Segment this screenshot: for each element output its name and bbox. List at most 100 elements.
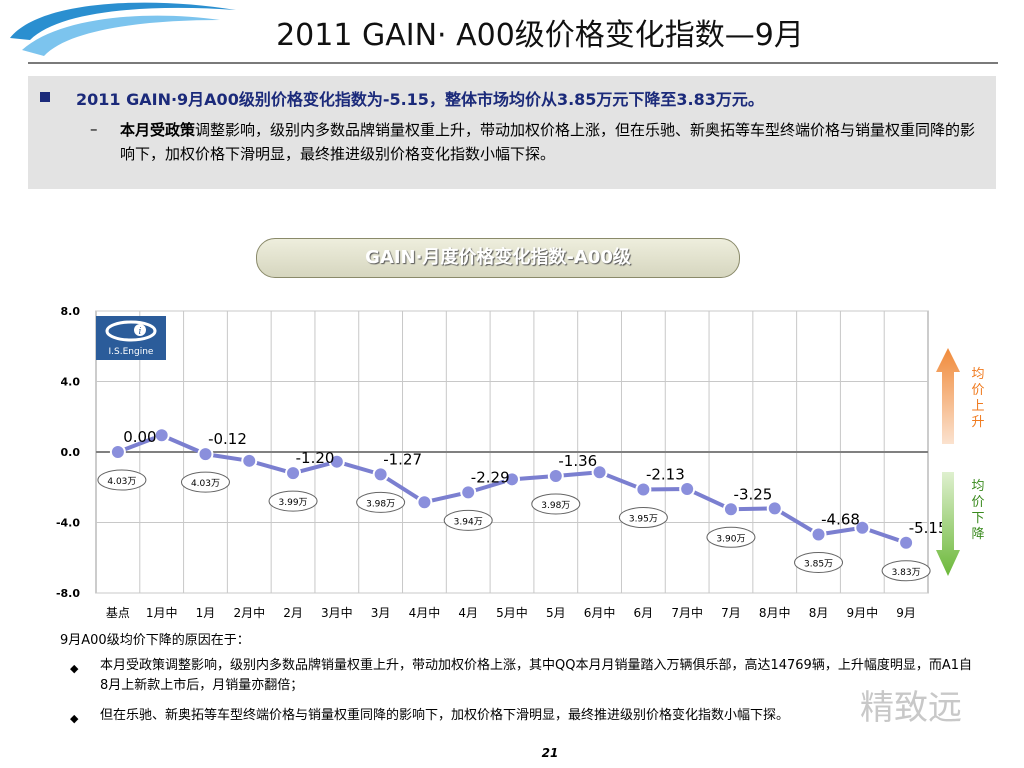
price-bubble <box>706 526 756 548</box>
summary-detail-rest: 调整影响，级别内多数品牌销量权重上升，带动加权价格上涨，但在乐驰、新奥拓等车型终… <box>120 121 976 163</box>
up-arrow-icon <box>936 348 960 444</box>
down-arrow-icon <box>936 472 960 576</box>
price-label: 3.99万 <box>279 498 308 508</box>
data-point <box>547 467 564 484</box>
data-label: -0.12 <box>208 430 247 448</box>
data-point <box>328 453 345 470</box>
page-title: 2011 GAIN· A00级价格变化指数—9月 <box>276 18 804 53</box>
data-label: -4.68 <box>821 510 860 528</box>
price-label: 4.03万 <box>107 477 136 487</box>
data-point <box>109 444 126 460</box>
data-point <box>285 465 302 482</box>
data-point <box>679 481 696 498</box>
company-swoosh-logo <box>10 2 236 56</box>
y-tick-label: 0.0 <box>61 446 81 459</box>
diamond-bullet-icon: ◆ <box>70 662 79 675</box>
svg-text:i: i <box>139 327 142 337</box>
price-bubble <box>881 560 931 582</box>
summary-detail-bold: 本月受政策 <box>120 121 196 139</box>
data-label: -3.25 <box>734 485 773 503</box>
data-label: -2.29 <box>471 468 510 486</box>
summary-detail: 本月受政策调整影响，级别内多数品牌销量权重上升，带动加权价格上涨，但在乐驰、新奥… <box>120 118 980 166</box>
x-tick-label: 基点 <box>106 606 130 620</box>
price-label: 3.98万 <box>541 501 570 511</box>
x-tick-label: 8月 <box>809 606 829 620</box>
x-tick-label: 7月 <box>721 606 741 620</box>
summary-box: 2011 GAIN·9月A00级别价格变化指数为-5.15，整体市场均价从3.8… <box>28 76 996 189</box>
x-tick-label: 9月中 <box>846 605 878 620</box>
price-bubble <box>356 491 406 513</box>
price-label: 3.85万 <box>804 559 833 569</box>
y-tick-label: -4.0 <box>56 517 80 530</box>
price-down-label: 均价下降 <box>971 479 984 542</box>
price-index-line-chart: 8.0 4.0 0.0 -4.0 -8.0 基点 1月中 1月 2月中 2月 3月中 3月 4月中 4月 5… <box>56 305 948 620</box>
price-bubble <box>618 507 668 529</box>
price-label: 3.94万 <box>454 517 483 527</box>
data-point <box>854 519 871 536</box>
reasons-heading: 9月A00级均价下降的原因在于： <box>60 633 250 648</box>
data-label: -2.13 <box>646 466 685 484</box>
x-tick-label: 4月中 <box>409 605 441 620</box>
x-tick-label: 4月 <box>458 606 478 620</box>
trend-arrows: 均价上升 均价下降 <box>936 348 985 576</box>
price-bubble <box>443 509 493 531</box>
y-tick-label: 4.0 <box>61 376 81 389</box>
x-tick-label: 6月 <box>634 606 654 620</box>
price-bubble <box>180 471 230 493</box>
x-tick-label: 2月中 <box>233 605 265 620</box>
is-engine-logo: i I.S.Engine <box>96 316 166 360</box>
data-label: 0.00 <box>123 428 156 446</box>
data-point <box>460 484 477 501</box>
price-bubble <box>97 469 147 491</box>
x-tick-label: 1月中 <box>146 605 178 620</box>
data-point <box>766 500 783 517</box>
data-point <box>241 452 258 469</box>
price-label: 4.03万 <box>191 479 220 489</box>
y-tick-label: 8.0 <box>61 305 81 318</box>
price-label: 3.83万 <box>892 568 921 578</box>
x-tick-label: 6月中 <box>584 605 616 620</box>
data-label: -1.27 <box>383 450 422 468</box>
data-point <box>898 534 915 551</box>
data-point <box>591 464 608 481</box>
x-tick-label: 3月中 <box>321 605 353 620</box>
diamond-bullet-icon: ◆ <box>70 712 79 725</box>
x-tick-label: 3月 <box>371 606 391 620</box>
reason-text: 本月受政策调整影响，级别内多数品牌销量权重上升，带动加权价格上涨，其中QQ本月月… <box>100 658 972 693</box>
data-point <box>504 471 520 488</box>
title-divider <box>28 62 998 64</box>
data-point <box>416 494 433 511</box>
price-up-label: 均价上升 <box>971 367 984 430</box>
data-point <box>722 501 739 518</box>
data-label: -5.15 <box>909 519 948 537</box>
x-tick-label: 7月中 <box>671 605 703 620</box>
price-bubble <box>794 551 844 573</box>
data-point <box>372 466 389 483</box>
data-label: -1.36 <box>558 452 597 470</box>
page-number: 21 <box>541 746 559 760</box>
price-label: 3.98万 <box>366 499 395 509</box>
x-tick-label: 1月 <box>196 606 216 620</box>
data-point <box>635 481 652 498</box>
reason-text: 但在乐驰、新奥拓等车型终端价格与销量权重同降的影响下，加权价格下滑明显，最终推进… <box>100 708 790 723</box>
data-point <box>197 446 214 463</box>
x-tick-label: 2月 <box>283 606 303 620</box>
price-label: 3.90万 <box>716 534 745 544</box>
sub-bullet-dash: – <box>90 120 98 138</box>
x-tick-label: 5月中 <box>496 605 528 620</box>
y-tick-label: -8.0 <box>56 587 80 600</box>
chart-title: GAIN·月度价格变化指数-A00级 <box>256 238 740 278</box>
watermark: 精致远 <box>860 688 962 728</box>
data-point <box>810 526 827 543</box>
price-bubble <box>268 490 318 512</box>
data-point <box>153 427 170 444</box>
square-bullet-icon <box>40 92 50 102</box>
summary-headline: 2011 GAIN·9月A00级别价格变化指数为-5.15，整体市场均价从3.8… <box>76 90 764 109</box>
is-engine-logo-text: I.S.Engine <box>109 347 154 357</box>
x-tick-label: 5月 <box>546 606 566 620</box>
x-tick-label: 8月中 <box>759 605 791 620</box>
price-bubble <box>531 493 581 515</box>
price-label: 3.95万 <box>629 515 658 525</box>
x-tick-label: 9月 <box>896 606 916 620</box>
data-label: -1.20 <box>296 449 335 467</box>
